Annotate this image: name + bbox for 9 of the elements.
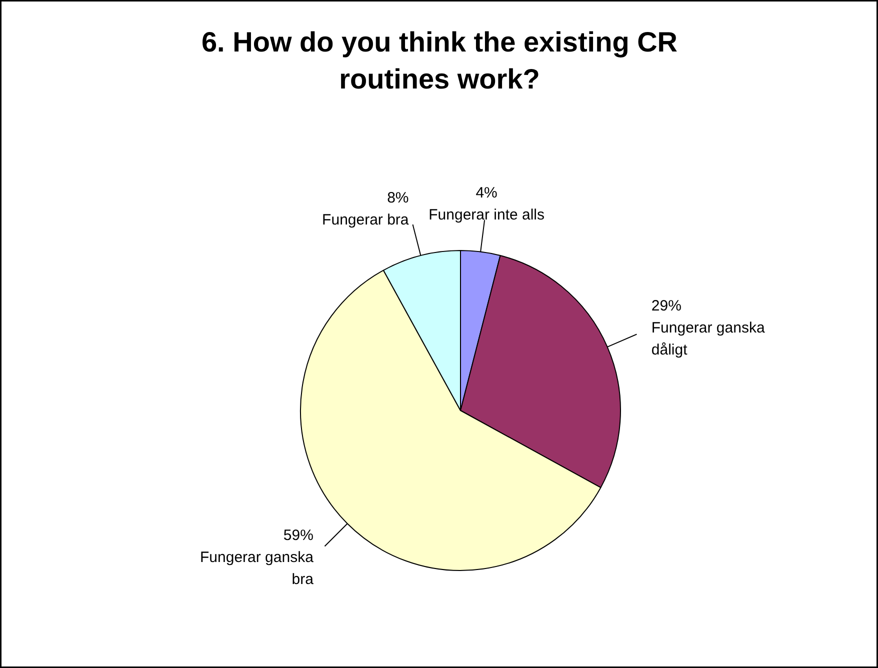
slice-label: Fungerar ganska bra [200,549,314,588]
slice-label: Fungerar bra [322,212,410,229]
slice-label: Fungerar ganska dåligt [651,319,766,358]
data-label: 59% [283,526,314,544]
chart-title: 6. How do you think the existing CR routines work? [201,26,678,95]
data-label: 4% [476,184,498,202]
data-label: 29% [651,297,682,314]
slice-label: Fungerar inte alls [428,206,545,224]
data-label: 8% [387,189,409,206]
